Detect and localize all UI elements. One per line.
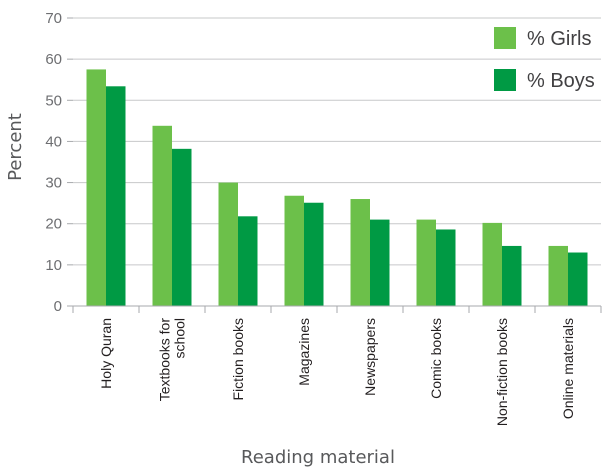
bar <box>482 222 502 306</box>
y-tick-label: 20 <box>45 216 62 233</box>
x-tick-label: Online materials <box>560 318 576 419</box>
legend: % Girls % Boys <box>494 27 595 92</box>
x-category-label: Comic books <box>428 318 444 399</box>
bar <box>568 252 588 306</box>
x-axis-categories: Holy Quran Textbooks for school Fiction boo… <box>98 318 576 427</box>
x-tick-label: Non-fiction books <box>494 318 510 426</box>
bar <box>86 69 106 306</box>
x-category-label: Textbooks for school <box>157 318 188 402</box>
bar <box>238 216 258 306</box>
y-tick-label: 40 <box>45 133 62 150</box>
gridlines <box>73 17 601 307</box>
bars <box>86 69 588 307</box>
bar <box>284 195 304 306</box>
bar <box>218 182 238 306</box>
x-axis-title: Reading material <box>241 447 395 468</box>
x-category-label: Newspapers <box>362 318 378 396</box>
legend-label: % Boys <box>527 70 595 92</box>
bar <box>436 229 456 306</box>
x-tick-label: Newspapers <box>362 318 378 396</box>
y-axis-ticks: 0 10 20 30 40 50 60 70 <box>45 10 73 315</box>
y-tick-label: 10 <box>45 257 62 274</box>
bar <box>350 199 370 306</box>
legend-swatch <box>494 27 516 49</box>
y-tick-label: 0 <box>54 298 62 315</box>
x-tick-label: Magazines <box>296 318 312 386</box>
x-category-label: Magazines <box>296 318 312 386</box>
y-tick-label: 70 <box>45 10 62 27</box>
x-tick-label: Textbooks for <box>157 318 173 402</box>
x-tick-label: Holy Quran <box>98 318 114 389</box>
x-category-label: Online materials <box>560 318 576 419</box>
x-category-label: Fiction books <box>230 318 246 400</box>
y-tick-label: 50 <box>45 92 62 109</box>
bar <box>502 245 522 306</box>
legend-label: % Girls <box>527 28 591 50</box>
y-tick-label: 30 <box>45 175 62 192</box>
bar <box>304 202 324 306</box>
bar <box>172 148 192 306</box>
y-axis-title: Percent <box>5 113 26 181</box>
bar <box>548 245 568 306</box>
y-tick-label: 60 <box>45 51 62 68</box>
x-tick-label: Comic books <box>428 318 444 399</box>
x-tick-label: Fiction books <box>230 318 246 400</box>
bar <box>416 219 436 306</box>
legend-swatch <box>494 69 516 91</box>
bar <box>370 219 390 306</box>
bar <box>106 86 126 306</box>
x-tick-label: school <box>172 318 188 358</box>
x-axis <box>72 305 602 313</box>
x-category-label: Non-fiction books <box>494 318 510 426</box>
bar <box>152 125 172 307</box>
x-category-label: Holy Quran <box>98 318 114 389</box>
